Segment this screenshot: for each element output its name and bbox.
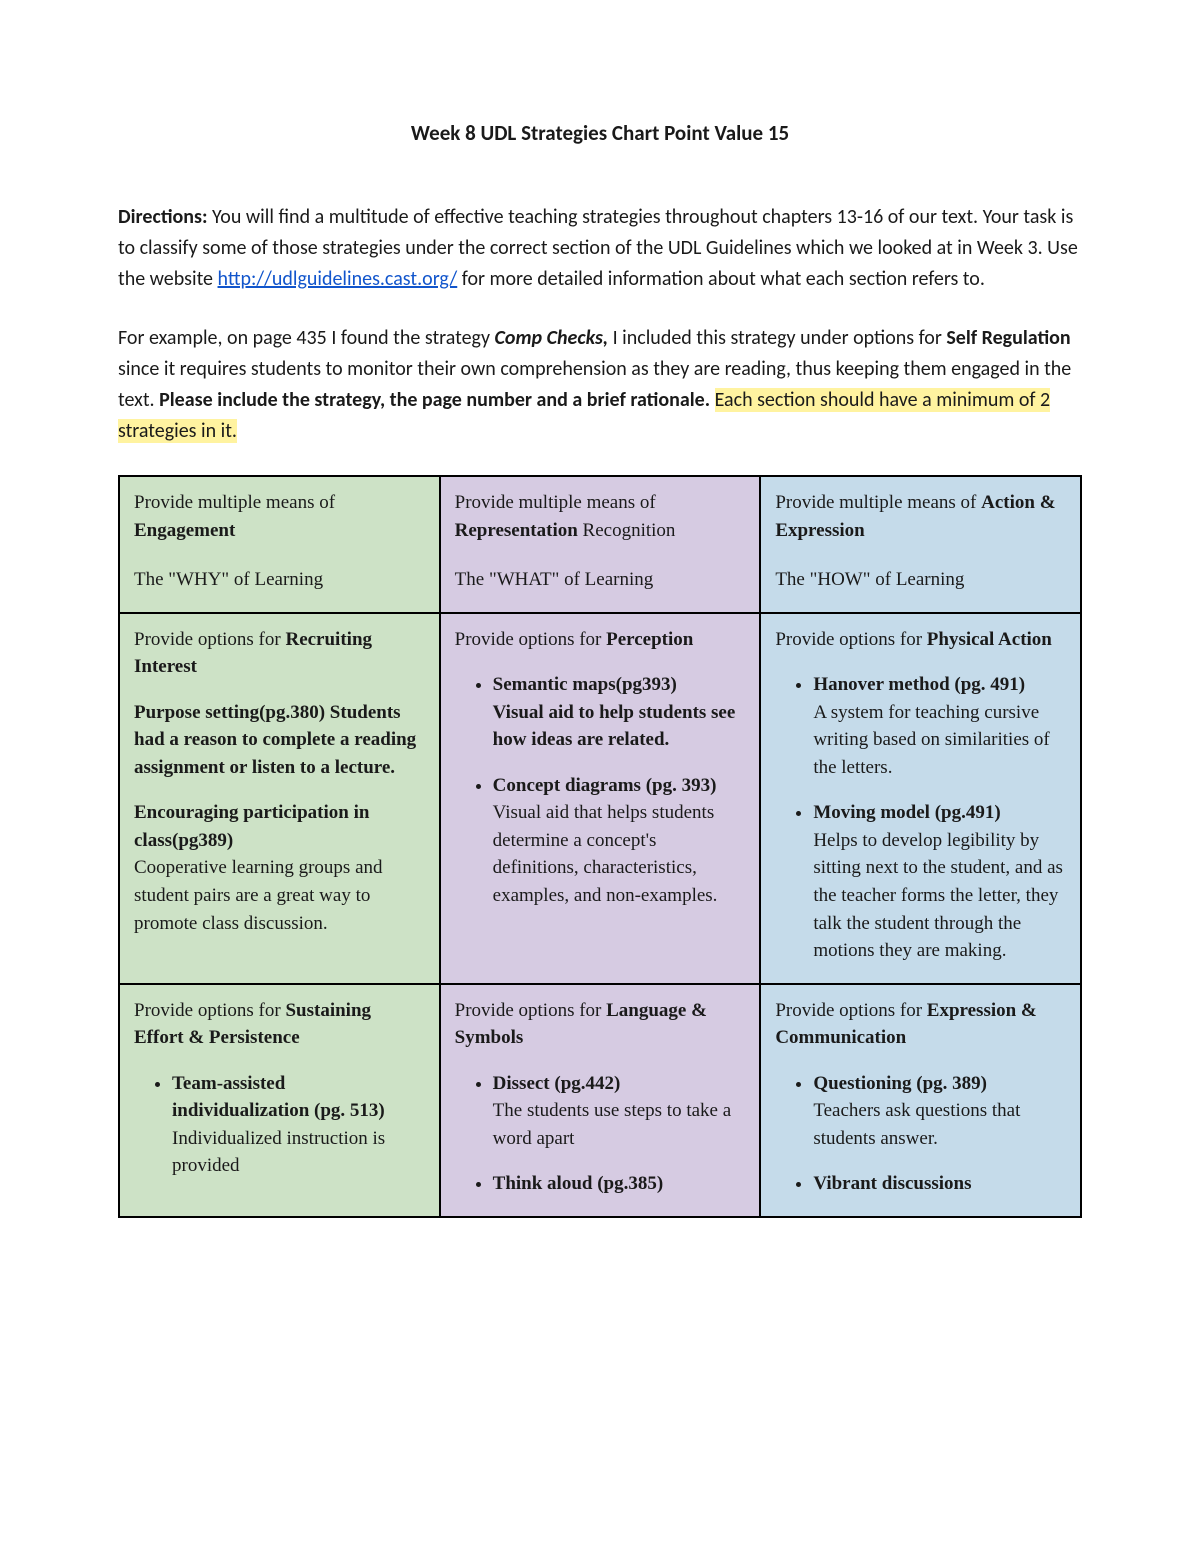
strategy-list: Hanover method (pg. 491)A system for tea… bbox=[793, 671, 1066, 964]
strategy-list: Dissect (pg.442)The students use steps t… bbox=[473, 1070, 746, 1198]
udl-table: Provide multiple means of Engagement The … bbox=[118, 475, 1082, 1218]
strategy-list: Questioning (pg. 389)Teachers ask questi… bbox=[793, 1070, 1066, 1198]
strategy-body: Cooperative learning groups and student … bbox=[134, 854, 425, 937]
options-label: Provide options for Recruiting Interest bbox=[134, 626, 425, 681]
table-cell: Provide options for Perception Semantic m… bbox=[440, 613, 761, 984]
header-line-1: Provide multiple means of Action & Expre… bbox=[775, 489, 1066, 544]
strategy-title: Hanover method (pg. 491) bbox=[813, 671, 1066, 699]
list-item: Moving model (pg.491)Helps to develop le… bbox=[813, 799, 1066, 964]
example-paragraph: For example, on page 435 I found the str… bbox=[118, 323, 1082, 447]
example-mid: I included this strategy under options f… bbox=[608, 326, 946, 350]
list-item: Questioning (pg. 389)Teachers ask questi… bbox=[813, 1070, 1066, 1153]
strategy-body: A system for teaching cursive writing ba… bbox=[813, 699, 1066, 782]
header-subline: The "WHAT" of Learning bbox=[455, 566, 746, 594]
header-line-1: Provide multiple means of Representation… bbox=[455, 489, 746, 544]
table-header-cell: Provide multiple means of Representation… bbox=[440, 476, 761, 613]
strategy-title: Encouraging participation in class(pg389… bbox=[134, 799, 425, 854]
table-header-cell: Provide multiple means of Engagement The … bbox=[119, 476, 440, 613]
table-row: Provide options for Recruiting Interest P… bbox=[119, 613, 1081, 984]
table-row: Provide options for Sustaining Effort & … bbox=[119, 984, 1081, 1217]
strategy-body: Teachers ask questions that students ans… bbox=[813, 1097, 1066, 1152]
document-page: Week 8 UDL Strategies Chart Point Value … bbox=[0, 0, 1200, 1218]
list-item: Concept diagrams (pg. 393)Visual aid tha… bbox=[493, 772, 746, 910]
strategy-title: Team-assisted individualization (pg. 513… bbox=[172, 1070, 425, 1125]
strategy-block: Encouraging participation in class(pg389… bbox=[134, 799, 425, 937]
strategy-body: The students use steps to take a word ap… bbox=[493, 1097, 746, 1152]
directions-text-2: for more detailed information about what… bbox=[457, 267, 985, 291]
table-header-cell: Provide multiple means of Action & Expre… bbox=[760, 476, 1081, 613]
options-label: Provide options for Perception bbox=[455, 626, 746, 654]
options-label: Provide options for Language & Symbols bbox=[455, 997, 746, 1052]
list-item: Semantic maps(pg393) Visual aid to help … bbox=[493, 671, 746, 754]
udl-table-body: Provide multiple means of Engagement The … bbox=[119, 476, 1081, 1217]
header-line-1: Provide multiple means of Engagement bbox=[134, 489, 425, 544]
example-pre: For example, on page 435 I found the str… bbox=[118, 326, 495, 350]
options-label: Provide options for Physical Action bbox=[775, 626, 1066, 654]
directions-label: Directions: bbox=[118, 205, 208, 229]
strategy-title: Semantic maps(pg393) bbox=[493, 671, 746, 699]
strategy-block: Purpose setting(pg.380) Students had a r… bbox=[134, 699, 425, 782]
example-strategy: Comp Checks, bbox=[495, 326, 609, 350]
list-item: Vibrant discussions bbox=[813, 1170, 1066, 1198]
directions-paragraph: Directions: You will find a multitude of… bbox=[118, 202, 1082, 295]
list-item: Hanover method (pg. 491)A system for tea… bbox=[813, 671, 1066, 781]
strategy-body: Individualized instruction is provided bbox=[172, 1125, 425, 1180]
strategy-title: Purpose setting(pg.380) Students had a r… bbox=[134, 699, 425, 782]
strategy-body: Helps to develop legibility by sitting n… bbox=[813, 827, 1066, 965]
table-header-row: Provide multiple means of Engagement The … bbox=[119, 476, 1081, 613]
list-item: Dissect (pg.442)The students use steps t… bbox=[493, 1070, 746, 1153]
header-subline: The "HOW" of Learning bbox=[775, 566, 1066, 594]
header-subline: The "WHY" of Learning bbox=[134, 566, 425, 594]
table-cell: Provide options for Recruiting Interest P… bbox=[119, 613, 440, 984]
list-item: Think aloud (pg.385) bbox=[493, 1170, 746, 1198]
strategy-title: Think aloud (pg.385) bbox=[493, 1170, 746, 1198]
page-title: Week 8 UDL Strategies Chart Point Value … bbox=[118, 120, 1082, 146]
strategy-title: Dissect (pg.442) bbox=[493, 1070, 746, 1098]
table-cell: Provide options for Sustaining Effort & … bbox=[119, 984, 440, 1217]
table-cell: Provide options for Expression & Communi… bbox=[760, 984, 1081, 1217]
guidelines-link[interactable]: http://udlguidelines.cast.org/ bbox=[218, 267, 458, 291]
strategy-body: Visual aid that helps students determine… bbox=[493, 799, 746, 909]
table-cell: Provide options for Physical Action Hanov… bbox=[760, 613, 1081, 984]
example-bold-tail: Please include the strategy, the page nu… bbox=[159, 388, 710, 412]
table-cell: Provide options for Language & Symbols Di… bbox=[440, 984, 761, 1217]
strategy-title: Questioning (pg. 389) bbox=[813, 1070, 1066, 1098]
strategy-list: Team-assisted individualization (pg. 513… bbox=[152, 1070, 425, 1180]
options-label: Provide options for Sustaining Effort & … bbox=[134, 997, 425, 1052]
strategy-title: Concept diagrams (pg. 393) bbox=[493, 772, 746, 800]
strategy-title: Vibrant discussions bbox=[813, 1170, 1066, 1198]
example-section: Self Regulation bbox=[946, 326, 1070, 350]
list-item: Team-assisted individualization (pg. 513… bbox=[172, 1070, 425, 1180]
strategy-list: Semantic maps(pg393) Visual aid to help … bbox=[473, 671, 746, 909]
options-label: Provide options for Expression & Communi… bbox=[775, 997, 1066, 1052]
strategy-title: Moving model (pg.491) bbox=[813, 799, 1066, 827]
